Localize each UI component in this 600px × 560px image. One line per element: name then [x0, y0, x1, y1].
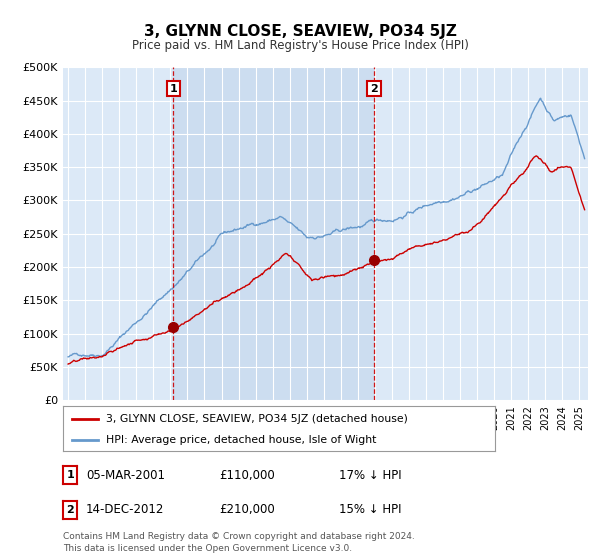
Text: HPI: Average price, detached house, Isle of Wight: HPI: Average price, detached house, Isle… [106, 435, 377, 445]
Text: 2: 2 [67, 505, 74, 515]
Bar [173, 67, 374, 400]
Text: 3, GLYNN CLOSE, SEAVIEW, PO34 5JZ: 3, GLYNN CLOSE, SEAVIEW, PO34 5JZ [143, 24, 457, 39]
Text: 05-MAR-2001: 05-MAR-2001 [86, 469, 165, 482]
Text: £110,000: £110,000 [219, 469, 275, 482]
Text: 1: 1 [67, 470, 74, 480]
Text: 3, GLYNN CLOSE, SEAVIEW, PO34 5JZ (detached house): 3, GLYNN CLOSE, SEAVIEW, PO34 5JZ (detac… [106, 413, 408, 423]
Text: 14-DEC-2012: 14-DEC-2012 [86, 503, 164, 516]
Text: 2: 2 [370, 83, 378, 94]
Text: 15% ↓ HPI: 15% ↓ HPI [339, 503, 401, 516]
Text: 17% ↓ HPI: 17% ↓ HPI [339, 469, 401, 482]
Text: Price paid vs. HM Land Registry's House Price Index (HPI): Price paid vs. HM Land Registry's House … [131, 39, 469, 52]
Text: 1: 1 [169, 83, 177, 94]
Text: £210,000: £210,000 [219, 503, 275, 516]
Text: Contains HM Land Registry data © Crown copyright and database right 2024.
This d: Contains HM Land Registry data © Crown c… [63, 533, 415, 553]
